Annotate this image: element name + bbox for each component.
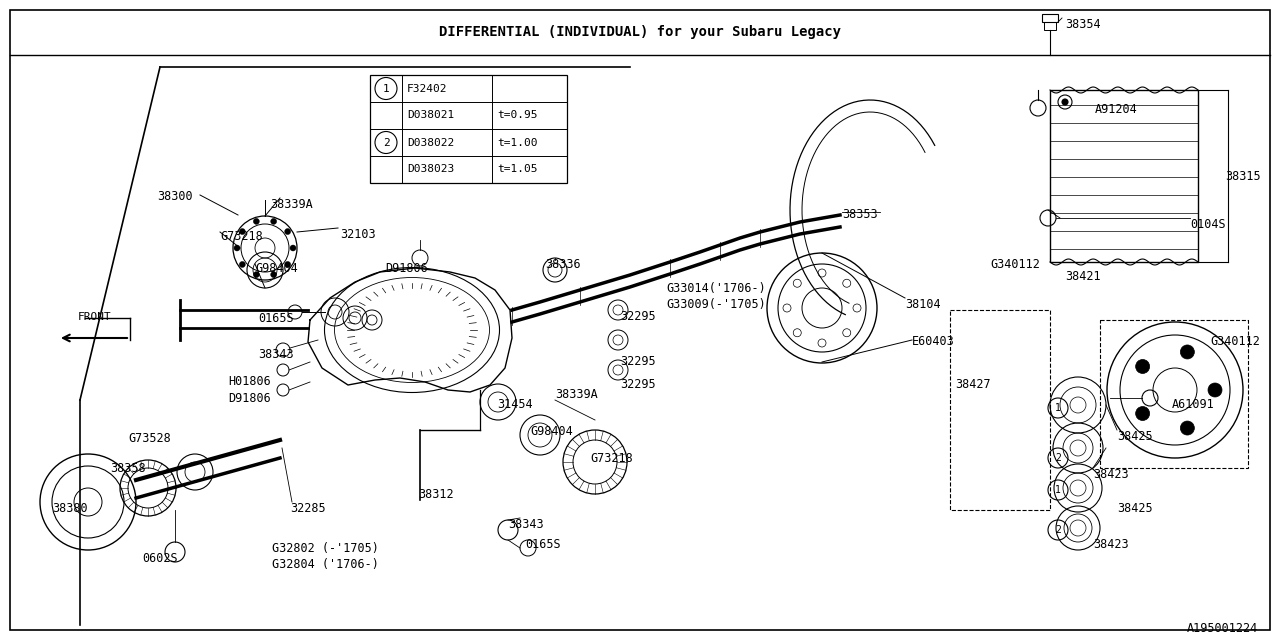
- Text: G340112: G340112: [1210, 335, 1260, 348]
- Text: 38339A: 38339A: [556, 388, 598, 401]
- Text: 38425: 38425: [1117, 430, 1152, 443]
- Text: D038023: D038023: [407, 164, 454, 175]
- Text: 38300: 38300: [157, 190, 192, 203]
- Text: A195001224: A195001224: [1187, 622, 1258, 635]
- Text: 38104: 38104: [905, 298, 941, 311]
- Text: 1: 1: [383, 83, 389, 93]
- Text: 38423: 38423: [1093, 538, 1129, 551]
- Circle shape: [234, 245, 241, 251]
- Bar: [1050, 90, 1198, 262]
- Text: 32295: 32295: [620, 310, 655, 323]
- Text: 38315: 38315: [1225, 170, 1261, 183]
- Text: 1: 1: [1055, 485, 1061, 495]
- Circle shape: [1135, 406, 1149, 420]
- Text: 38423: 38423: [1093, 468, 1129, 481]
- Text: 38358: 38358: [110, 462, 146, 475]
- Text: 31454: 31454: [497, 398, 532, 411]
- Text: D038021: D038021: [407, 111, 454, 120]
- Text: 0602S: 0602S: [142, 552, 178, 565]
- Text: DIFFERENTIAL (INDIVIDUAL) for your Subaru Legacy: DIFFERENTIAL (INDIVIDUAL) for your Subar…: [439, 25, 841, 39]
- Text: 32285: 32285: [291, 502, 325, 515]
- Bar: [1044, 22, 1056, 30]
- Text: 32103: 32103: [340, 228, 375, 241]
- Text: 38353: 38353: [842, 208, 878, 221]
- Text: 1: 1: [1055, 403, 1061, 413]
- Text: t=1.05: t=1.05: [497, 164, 538, 175]
- Text: 38339A: 38339A: [270, 198, 312, 211]
- Bar: [950, 310, 1050, 510]
- Text: G73218: G73218: [220, 230, 262, 243]
- Text: 2: 2: [383, 138, 389, 147]
- Text: 32295: 32295: [620, 355, 655, 368]
- Text: D91806: D91806: [228, 392, 271, 405]
- Text: F32402: F32402: [407, 83, 448, 93]
- Circle shape: [253, 271, 260, 278]
- Circle shape: [284, 228, 291, 234]
- Circle shape: [1208, 383, 1222, 397]
- Circle shape: [239, 262, 246, 268]
- Text: A91204: A91204: [1094, 103, 1138, 116]
- Circle shape: [1062, 99, 1068, 105]
- Circle shape: [284, 262, 291, 268]
- Text: 0165S: 0165S: [259, 312, 293, 325]
- Text: 38336: 38336: [545, 258, 581, 271]
- Text: E60403: E60403: [911, 335, 955, 348]
- Text: G73528: G73528: [128, 432, 170, 445]
- Circle shape: [270, 271, 276, 278]
- Text: A61091: A61091: [1172, 398, 1215, 411]
- Text: 2: 2: [1055, 525, 1061, 535]
- Text: FRONT: FRONT: [78, 312, 111, 322]
- Text: 0104S: 0104S: [1190, 218, 1226, 231]
- Text: 32295: 32295: [620, 378, 655, 391]
- Text: D91806: D91806: [385, 262, 428, 275]
- Bar: [1042, 14, 1059, 22]
- Text: G32804 ('1706-): G32804 ('1706-): [273, 558, 379, 571]
- Circle shape: [1180, 345, 1194, 359]
- Text: 2: 2: [1055, 453, 1061, 463]
- Bar: [1100, 320, 1248, 468]
- Text: G33009(-'1705): G33009(-'1705): [666, 298, 765, 311]
- Circle shape: [1180, 421, 1194, 435]
- Text: 38312: 38312: [419, 488, 453, 501]
- Text: 38425: 38425: [1117, 502, 1152, 515]
- Text: D038022: D038022: [407, 138, 454, 147]
- Circle shape: [1135, 360, 1149, 374]
- Text: G98404: G98404: [530, 425, 572, 438]
- Text: 38354: 38354: [1065, 18, 1101, 31]
- Text: 38380: 38380: [52, 502, 87, 515]
- Text: H01806: H01806: [228, 375, 271, 388]
- Circle shape: [253, 218, 260, 225]
- Text: 38343: 38343: [508, 518, 544, 531]
- Text: G33014('1706-): G33014('1706-): [666, 282, 765, 295]
- Text: 0165S: 0165S: [525, 538, 561, 551]
- Text: G73218: G73218: [590, 452, 632, 465]
- Text: G32802 (-'1705): G32802 (-'1705): [273, 542, 379, 555]
- Circle shape: [291, 245, 296, 251]
- Text: 38427: 38427: [955, 378, 991, 391]
- Text: t=1.00: t=1.00: [497, 138, 538, 147]
- Circle shape: [239, 228, 246, 234]
- Circle shape: [270, 218, 276, 225]
- Bar: [370, 75, 567, 183]
- Text: G98404: G98404: [255, 262, 298, 275]
- Text: 38421: 38421: [1065, 270, 1101, 283]
- Text: G340112: G340112: [989, 258, 1039, 271]
- Text: t=0.95: t=0.95: [497, 111, 538, 120]
- Text: 38343: 38343: [259, 348, 293, 361]
